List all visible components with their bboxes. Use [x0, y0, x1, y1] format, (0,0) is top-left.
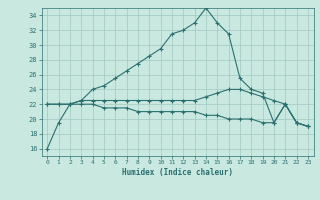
X-axis label: Humidex (Indice chaleur): Humidex (Indice chaleur): [122, 168, 233, 177]
